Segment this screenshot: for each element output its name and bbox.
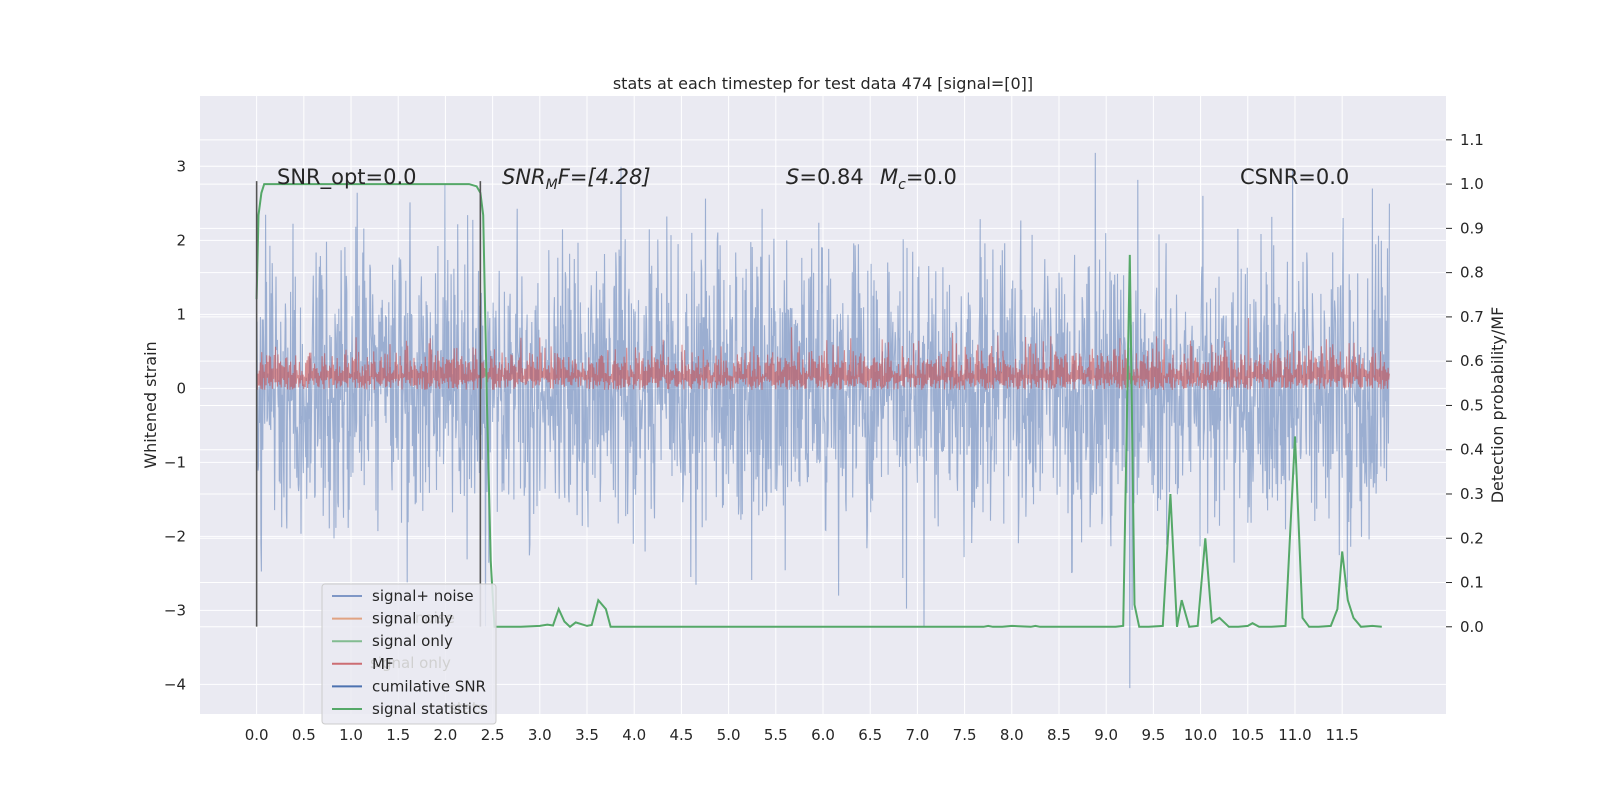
x-tick-label: 5.0 <box>717 726 741 744</box>
legend-label: signal only <box>372 610 453 628</box>
annotation-mc: Mc=0.0 <box>880 165 957 193</box>
x-tick-label: 7.0 <box>905 726 929 744</box>
annotation-mc-sub: c <box>898 177 906 193</box>
legend: noise signal only stats signal+ noise sig… <box>321 583 497 725</box>
legend-label: signal+ noise <box>372 587 474 605</box>
legend-ghost-signal-only: signal only <box>370 654 451 672</box>
annotation-csnr: CSNR=0.0 <box>1240 165 1349 189</box>
y-axis-label-left: Whitened strain <box>141 341 160 468</box>
tick-labels: 0.0 0.5 1.0 1.5 2.0 2.5 3.0 3.5 4.0 4.5 5.0 5.5 6.0 6… <box>164 131 1484 744</box>
chart-title: stats at each timestep for test data 474… <box>613 74 1033 93</box>
x-tick-label: 1.0 <box>339 726 363 744</box>
annotation-snr-mf-main: SNR <box>502 165 546 189</box>
y-tick-label-right: 1.1 <box>1460 131 1484 149</box>
y-tick-label-left: 0 <box>176 379 186 397</box>
y-tick-label-right: 0.6 <box>1460 352 1484 370</box>
y-tick-label-left: −1 <box>164 453 186 471</box>
x-tick-label: 10.0 <box>1184 726 1217 744</box>
y-tick-label-right: 0.8 <box>1460 264 1484 282</box>
y-tick-label-left: 1 <box>176 305 186 323</box>
annotation-s: S=0.84 <box>786 165 864 189</box>
x-tick-label: 7.5 <box>953 726 977 744</box>
y-tick-label-right: 0.1 <box>1460 574 1484 592</box>
annotation-snr-mf-sub: M <box>546 177 558 193</box>
legend-ghost-stats: stats <box>449 699 486 717</box>
annotation-snr-mf: SNRMF=[4.28] <box>502 165 651 193</box>
legend-label: signal statistics <box>372 700 488 718</box>
x-tick-label: 9.5 <box>1141 726 1165 744</box>
y-tick-label-right: 0.2 <box>1460 529 1484 547</box>
legend-label: MF <box>372 655 394 673</box>
y-tick-label-left: −3 <box>164 601 186 619</box>
x-tick-label: 1.5 <box>386 726 410 744</box>
annotation-mc-main: M <box>880 165 898 189</box>
signal-statistics-line <box>255 183 1382 629</box>
x-tick-label: 11.5 <box>1325 726 1358 744</box>
annotation-snr-opt: SNR_opt=0.0 <box>277 165 417 190</box>
x-tick-label: 2.5 <box>481 726 505 744</box>
x-tick-label: 0.5 <box>292 726 316 744</box>
y-tick-label-right: 0.3 <box>1460 485 1484 503</box>
x-tick-label: 3.5 <box>575 726 599 744</box>
x-tick-label: 4.5 <box>669 726 693 744</box>
x-tick-label: 10.5 <box>1231 726 1264 744</box>
legend-box <box>321 583 497 725</box>
y-tick-label-left: −4 <box>164 675 186 693</box>
annotation-snr-mf-rest: F=[4.28] <box>558 165 651 189</box>
x-tick-label: 8.0 <box>1000 726 1024 744</box>
y-tick-label-right: 0.9 <box>1460 219 1484 237</box>
y-axis-label-right: Detection probability/MF <box>1488 307 1507 504</box>
annotation-mc-rest: =0.0 <box>906 165 957 189</box>
x-tick-label: 8.5 <box>1047 726 1071 744</box>
x-tick-label: 2.0 <box>433 726 457 744</box>
x-tick-label: 3.0 <box>528 726 552 744</box>
legend-label: signal only <box>372 632 453 650</box>
x-tick-label: 5.5 <box>764 726 788 744</box>
y-tick-label-right: 1.0 <box>1460 175 1484 193</box>
annotation-s-main: S <box>786 165 799 189</box>
legend-ghost-noise: noise <box>415 609 455 627</box>
legend-label: cumilative SNR <box>372 677 486 695</box>
x-tick-label: 11.0 <box>1278 726 1311 744</box>
y-tick-label-left: 3 <box>176 157 186 175</box>
signal-window-lines <box>255 181 482 627</box>
mf-series <box>256 317 1390 390</box>
y-tick-label-right: 0.7 <box>1460 308 1484 326</box>
y-tick-label-right: 0.0 <box>1460 618 1484 636</box>
x-tick-label: 0.0 <box>245 726 269 744</box>
x-tick-label: 4.0 <box>622 726 646 744</box>
signal-statistics-series <box>255 183 1382 629</box>
y-tick-label-left: −2 <box>164 527 186 545</box>
x-tick-label: 6.5 <box>858 726 882 744</box>
annotation-s-rest: =0.84 <box>799 165 863 189</box>
y-tick-label-right: 0.4 <box>1460 441 1484 459</box>
y-tick-label-right: 0.5 <box>1460 396 1484 414</box>
mf-line <box>256 317 1390 390</box>
x-tick-label: 9.0 <box>1094 726 1118 744</box>
x-tick-label: 6.0 <box>811 726 835 744</box>
y-tick-label-left: 2 <box>176 231 186 249</box>
